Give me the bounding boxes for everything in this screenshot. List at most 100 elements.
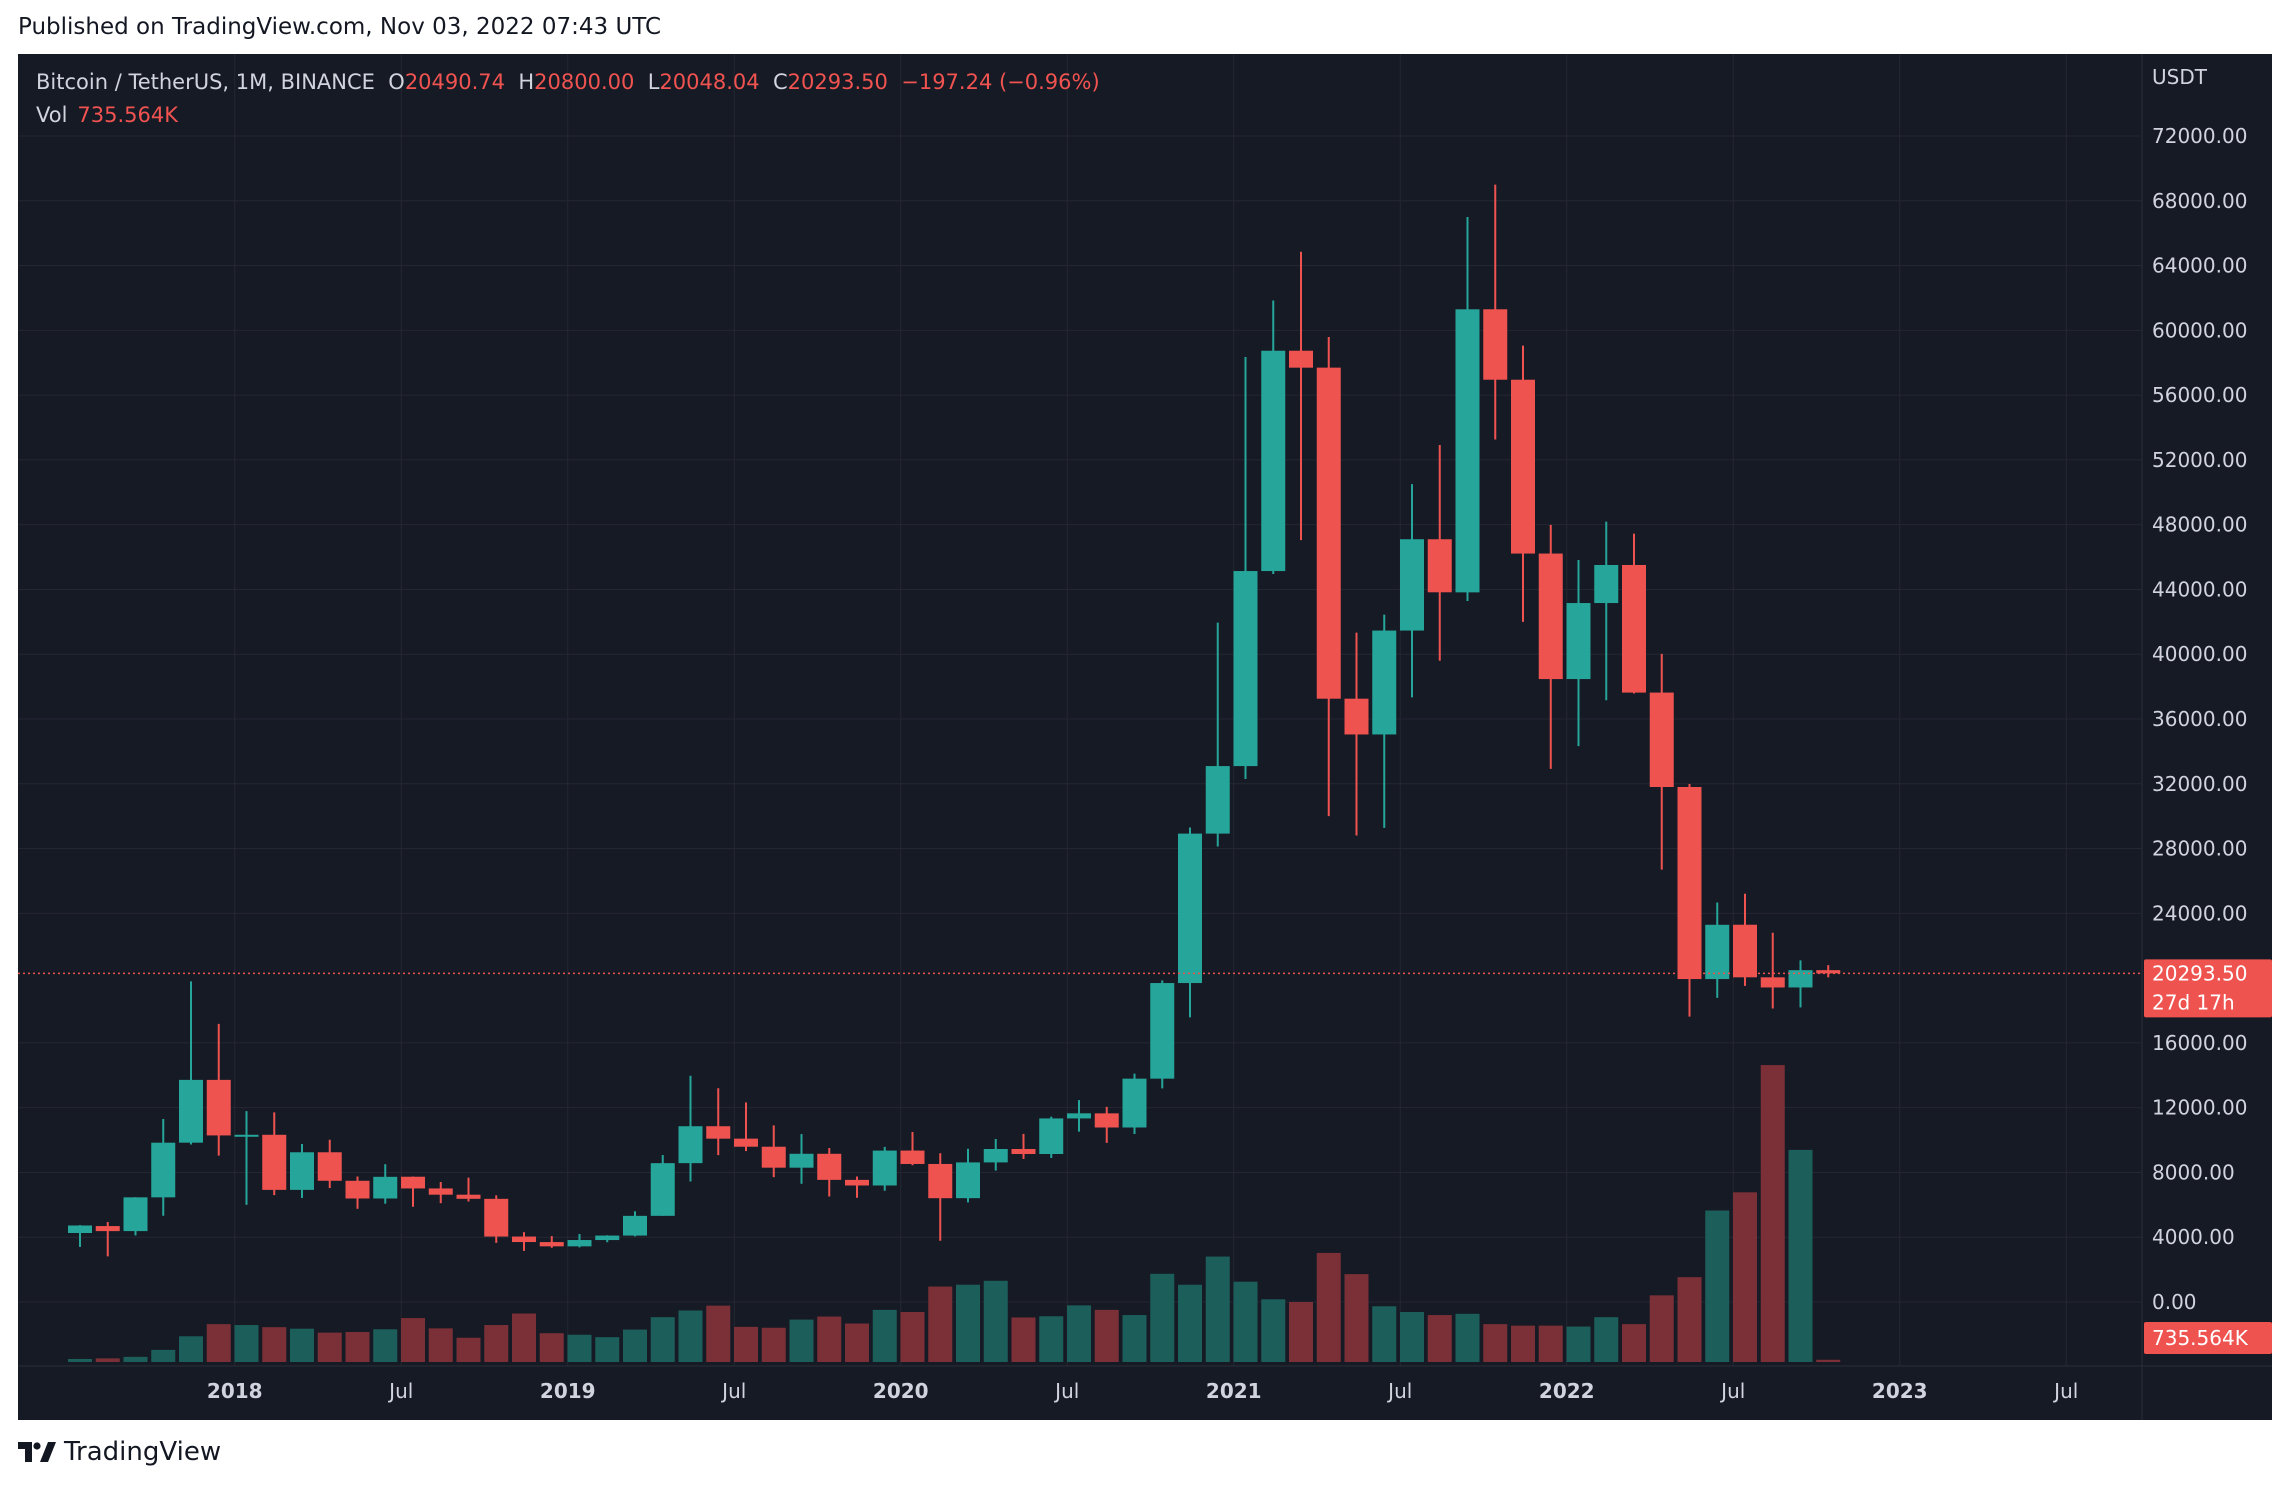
volume-bar [262,1327,287,1362]
symbol-label[interactable]: Bitcoin / TetherUS, 1M, BINANCE [36,70,375,94]
candle-body[interactable] [567,1240,592,1247]
candle-body[interactable] [1122,1078,1147,1128]
volume-bar [1261,1299,1286,1362]
candle-body[interactable] [1261,350,1286,572]
candle-body[interactable] [539,1242,564,1247]
last-price-badge [2144,959,2272,1018]
candle-body[interactable] [151,1142,176,1198]
x-tick-label: 2019 [540,1379,596,1403]
candle-body[interactable] [1622,564,1646,693]
candle-body[interactable] [1289,350,1313,368]
volume-bar [1289,1302,1313,1362]
change-value: −197.24 (−0.96%) [901,70,1100,94]
volume-bar [1067,1305,1091,1362]
volume-bar [123,1356,148,1362]
candle-body[interactable] [1649,692,1674,788]
y-tick-label: 16000.00 [2152,1031,2247,1055]
candle-body[interactable] [1566,603,1591,680]
y-tick-label: 0.00 [2152,1290,2197,1314]
candle-body[interactable] [317,1152,342,1181]
candle-body[interactable] [761,1146,786,1168]
candle-body[interactable] [900,1150,925,1164]
volume-bar [1205,1256,1230,1362]
candle-body[interactable] [206,1079,231,1136]
candle-body[interactable] [1788,970,1813,988]
candle-body[interactable] [983,1148,1008,1163]
candle-body[interactable] [1094,1113,1119,1128]
candle-body[interactable] [1150,983,1175,1079]
candle-body[interactable] [1677,787,1702,980]
candle-body[interactable] [1760,977,1785,988]
candle-body[interactable] [1372,630,1397,735]
candle-body[interactable] [928,1163,953,1199]
candle-body[interactable] [1039,1118,1064,1155]
candle-body[interactable] [68,1225,92,1233]
candle-body[interactable] [845,1179,869,1186]
candle-body[interactable] [1455,309,1480,593]
candle-body[interactable] [428,1188,453,1195]
candle-body[interactable] [262,1134,287,1190]
candle-body[interactable] [1067,1113,1091,1119]
candle-body[interactable] [1400,539,1424,631]
countdown-label: 27d 17h [2152,990,2235,1014]
candle-body[interactable] [1011,1148,1036,1155]
y-tick-label: 48000.00 [2152,513,2247,537]
candle-body[interactable] [484,1198,509,1237]
volume-bar [678,1310,703,1362]
candle-body[interactable] [1816,970,1841,974]
candle-body[interactable] [1483,309,1508,380]
tradingview-logo[interactable]: TradingView [18,1437,221,1467]
y-tick-label: 4000.00 [2152,1225,2235,1249]
volume-bar [206,1324,231,1362]
candle-body[interactable] [234,1134,259,1137]
volume-bar [456,1337,481,1362]
volume-bar [1011,1317,1036,1362]
candle-body[interactable] [1427,539,1452,593]
candle-body[interactable] [650,1163,675,1216]
candle-body[interactable] [373,1176,398,1199]
candle-body[interactable] [1233,571,1258,767]
x-tick-label: 2023 [1872,1379,1928,1403]
candle-body[interactable] [595,1235,620,1241]
candle-body[interactable] [512,1236,536,1243]
volume-bar [1178,1284,1202,1362]
candle-body[interactable] [1538,553,1563,680]
candle-body[interactable] [1316,367,1341,699]
volume-bar [1233,1281,1258,1362]
volume-bar [401,1318,425,1362]
candle-body[interactable] [1511,379,1535,554]
candle-body[interactable] [623,1215,647,1236]
volume-bar [234,1325,259,1362]
candle-body[interactable] [345,1180,370,1199]
candlestick-chart[interactable]: 72000.00 68000.00 64000.00 60000.00 56000.00… [18,54,2272,1420]
candle-body[interactable] [1733,924,1757,978]
candle-body[interactable] [95,1226,120,1232]
candle-body[interactable] [734,1138,758,1147]
candle-body[interactable] [290,1152,314,1190]
candle-body[interactable] [1594,564,1619,604]
candle-body[interactable] [1344,698,1369,735]
candle-body[interactable] [872,1150,897,1186]
candle-body[interactable] [123,1197,148,1232]
candle-body[interactable] [956,1162,980,1199]
volume-bar [789,1319,814,1362]
volume-bar [623,1329,647,1362]
y-tick-label: 64000.00 [2152,254,2247,278]
volume-bar [817,1316,842,1362]
chart-pane[interactable]: 72000.00 68000.00 64000.00 60000.00 56000.00… [18,54,2272,1420]
candle-body[interactable] [817,1153,842,1180]
high-value: 20800.00 [534,70,635,94]
candle-body[interactable] [789,1153,814,1168]
y-tick-label: 44000.00 [2152,577,2247,601]
candle-body[interactable] [1205,766,1230,834]
volume-bar [428,1328,453,1362]
x-tick-label: Jul [720,1379,746,1403]
candle-body[interactable] [456,1194,481,1199]
candle-body[interactable] [678,1126,703,1164]
candle-body[interactable] [401,1176,425,1189]
y-tick-label: 68000.00 [2152,189,2247,213]
candle-body[interactable] [179,1079,203,1143]
candle-body[interactable] [706,1126,731,1139]
candle-body[interactable] [1705,924,1730,980]
candle-body[interactable] [1178,833,1202,984]
